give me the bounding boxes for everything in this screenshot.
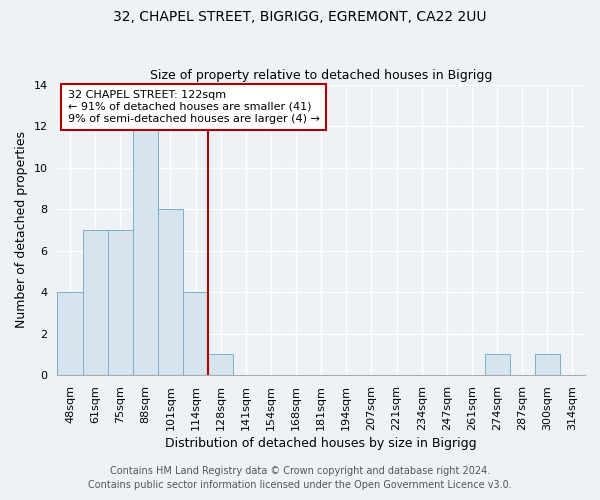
- Bar: [158, 209, 183, 375]
- Bar: [83, 230, 107, 375]
- Bar: [485, 354, 509, 375]
- Bar: [208, 354, 233, 375]
- Text: 32, CHAPEL STREET, BIGRIGG, EGREMONT, CA22 2UU: 32, CHAPEL STREET, BIGRIGG, EGREMONT, CA…: [113, 10, 487, 24]
- Bar: [183, 292, 208, 375]
- Title: Size of property relative to detached houses in Bigrigg: Size of property relative to detached ho…: [150, 69, 493, 82]
- Text: Contains HM Land Registry data © Crown copyright and database right 2024.
Contai: Contains HM Land Registry data © Crown c…: [88, 466, 512, 490]
- Y-axis label: Number of detached properties: Number of detached properties: [15, 132, 28, 328]
- X-axis label: Distribution of detached houses by size in Bigrigg: Distribution of detached houses by size …: [166, 437, 477, 450]
- Bar: [107, 230, 133, 375]
- Text: 32 CHAPEL STREET: 122sqm
← 91% of detached houses are smaller (41)
9% of semi-de: 32 CHAPEL STREET: 122sqm ← 91% of detach…: [68, 90, 320, 124]
- Bar: [58, 292, 83, 375]
- Bar: [535, 354, 560, 375]
- Bar: [133, 126, 158, 375]
